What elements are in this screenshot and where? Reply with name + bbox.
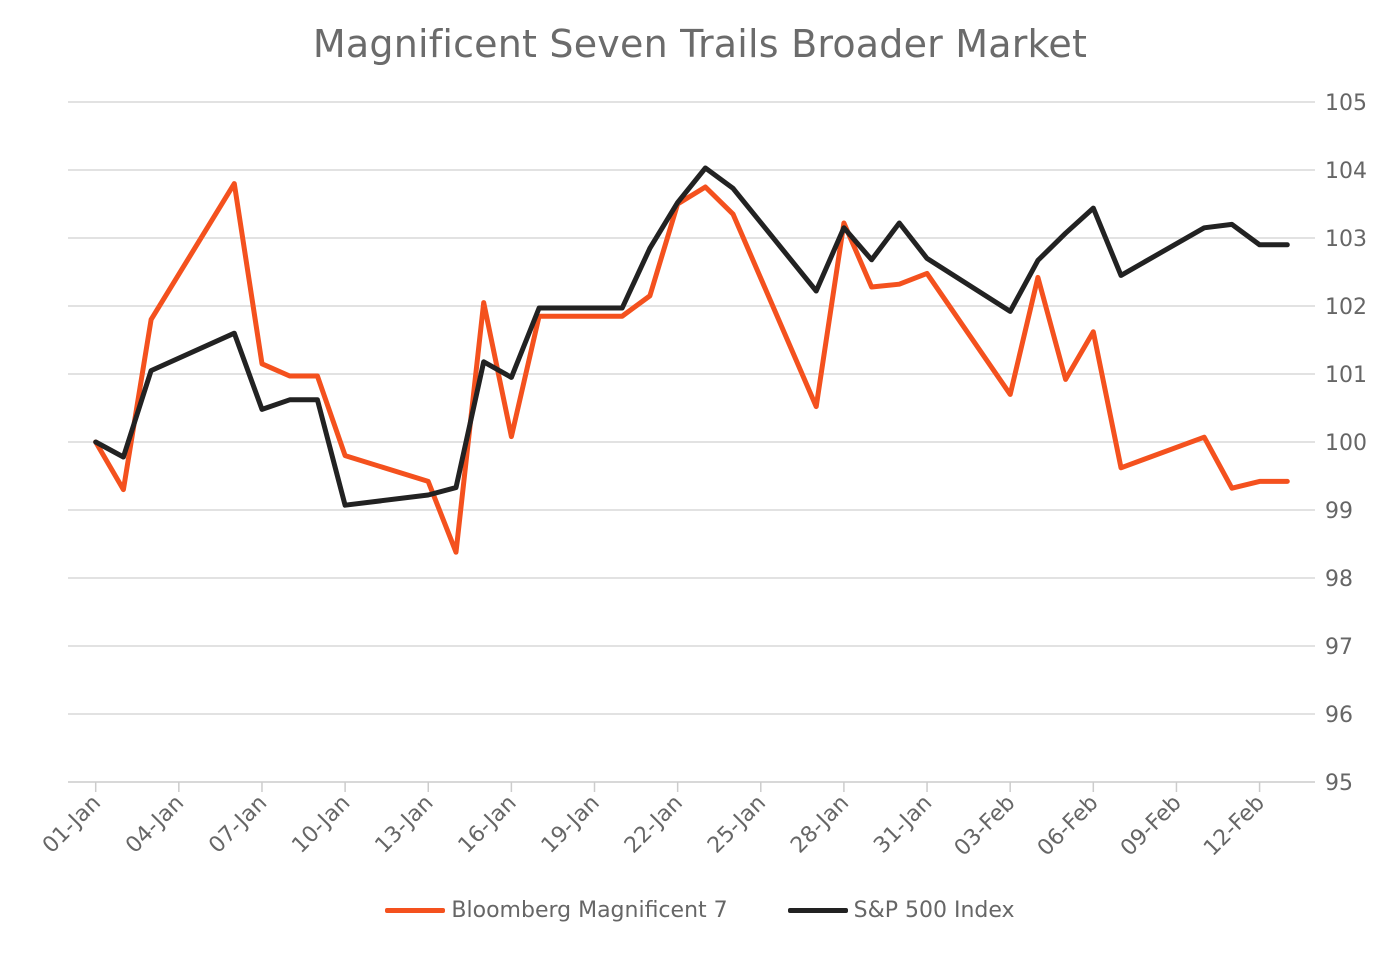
series-line-sp-500-index [93,165,1290,508]
x-tick-label-31-Jan: 31-Jan [869,791,937,859]
x-tick-label-22-Jan: 22-Jan [620,791,688,859]
y-tick-label-101: 101 [1325,363,1367,388]
legend-label: S&P 500 Index [853,898,1015,923]
y-tick-label-96: 96 [1325,703,1353,728]
x-tick-label-04-Jan: 04-Jan [121,791,189,859]
x-tick-label-09-Feb: 09-Feb [1116,791,1187,862]
y-tick-label-98: 98 [1325,567,1353,592]
x-axis-tick-labels: 01-Jan 04-Jan 07-Jan 10-Jan 13-Jan 16-Jan 19-J… [38,791,1270,862]
x-tick-label-19-Jan: 19-Jan [537,791,605,859]
y-tick-label-99: 99 [1325,499,1353,524]
x-tick-label-16-Jan: 16-Jan [454,791,522,859]
series-line-bloomberg-magnificent-7 [93,181,1290,555]
y-tick-label-102: 102 [1325,295,1367,320]
x-axis [68,781,1315,792]
x-tick-label-10-Jan: 10-Jan [287,791,355,859]
x-tick-label-06-Feb: 06-Feb [1033,791,1104,862]
x-tick-label-07-Jan: 07-Jan [204,791,272,859]
gridlines [68,101,1315,715]
chart-title: Magnificent Seven Trails Broader Market [312,22,1088,66]
y-axis-tick-labels: 95 96 97 98 99 100 101 102 103 104 105 [1325,91,1367,796]
y-tick-label-97: 97 [1325,635,1353,660]
y-tick-label-104: 104 [1325,159,1367,184]
legend-label: Bloomberg Magnificent 7 [451,898,728,923]
x-tick-label-12-Feb: 12-Feb [1199,791,1270,862]
legend-item-sp-500-index: S&P 500 Index [787,898,1015,923]
legend: Bloomberg Magnificent 7 S&P 500 Index [0,898,1400,923]
legend-swatch [787,908,848,913]
legend-swatch [385,908,446,913]
x-tick-label-01-Jan: 01-Jan [38,791,106,859]
x-tick-label-25-Jan: 25-Jan [703,791,771,859]
y-tick-label-100: 100 [1325,431,1367,456]
y-tick-label-95: 95 [1325,771,1353,796]
y-tick-label-105: 105 [1325,91,1367,116]
y-tick-label-103: 103 [1325,227,1367,252]
x-tick-label-28-Jan: 28-Jan [786,791,854,859]
x-tick-label-13-Jan: 13-Jan [371,791,439,859]
series-lines [93,165,1290,555]
legend-item-bloomberg-magnificent-7: Bloomberg Magnificent 7 [385,898,728,923]
x-tick-label-03-Feb: 03-Feb [950,791,1021,862]
